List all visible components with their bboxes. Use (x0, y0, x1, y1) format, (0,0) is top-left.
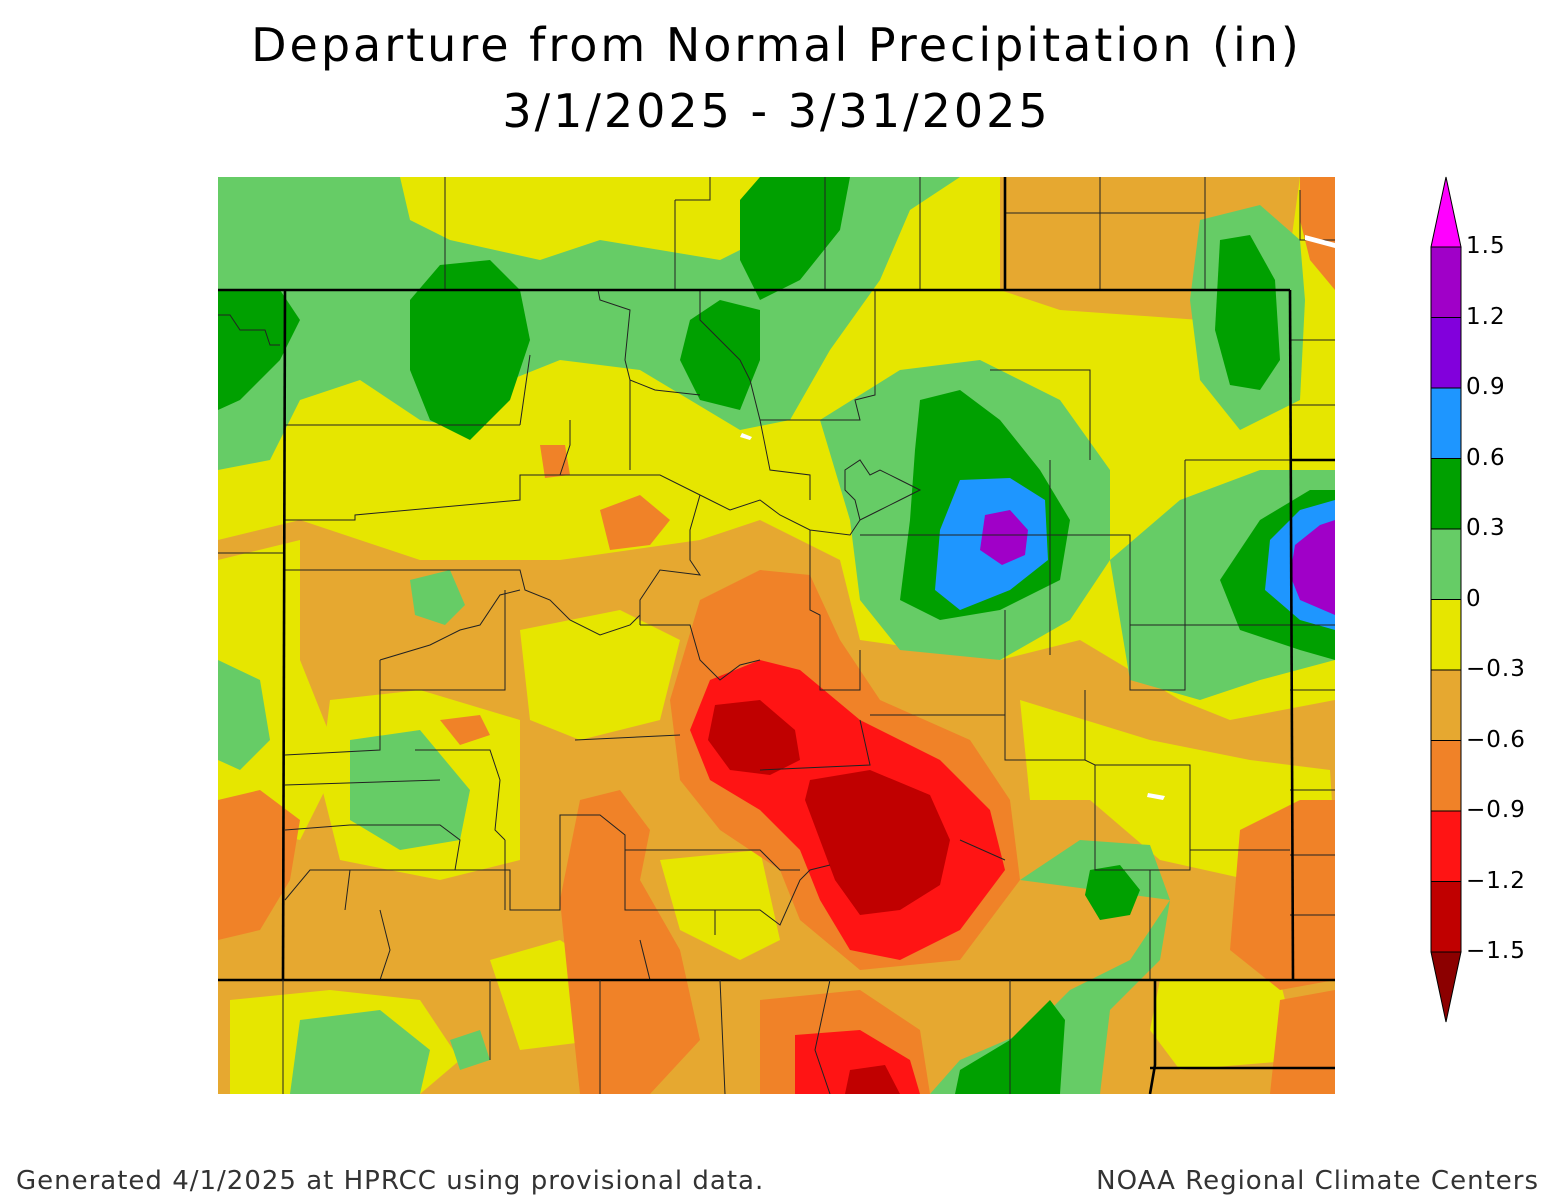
footer-generated-note: Generated 4/1/2025 at HPRCC using provis… (16, 1166, 765, 1196)
legend-tick-label: 0.6 (1466, 444, 1506, 471)
legend-tick-label: 0.3 (1466, 515, 1506, 541)
field-purple-east (1290, 520, 1335, 615)
legend-bin (1430, 458, 1462, 530)
neighbor-boundaries (218, 552, 1011, 1094)
map-date-range: 3/1/2025 - 3/31/2025 (502, 84, 1051, 138)
legend-bin (1430, 599, 1462, 671)
legend-tick-label: 1.5 (1466, 233, 1506, 259)
legend-tick-label: −0.6 (1466, 726, 1526, 753)
map-title: Departure from Normal Precipitation (in) (251, 18, 1302, 72)
legend-bin (1430, 740, 1462, 812)
legend-tick-label: 0 (1466, 585, 1482, 612)
legend-bin-below-min (1430, 951, 1462, 1023)
legend-tick-label: −1.2 (1466, 867, 1526, 894)
legend-tick-label: 0.9 (1466, 374, 1506, 400)
legend-bin-above-max (1430, 176, 1462, 248)
legend-tick-label: 1.2 (1466, 303, 1506, 330)
no-data-fleck (1305, 235, 1335, 248)
legend-bin (1430, 669, 1462, 741)
county-lines (218, 177, 1335, 981)
field-dark-red (708, 700, 950, 1094)
legend-tick-label: −1.5 (1466, 938, 1526, 964)
legend-bin (1430, 528, 1462, 600)
footer-credit: NOAA Regional Climate Centers (1096, 1166, 1539, 1196)
precipitation-departure-map (218, 177, 1335, 1094)
state-borders (218, 177, 1335, 1094)
legend-bin (1430, 317, 1462, 389)
field-purple-east-central (980, 510, 1028, 565)
legend-bin (1430, 810, 1462, 882)
legend-tick-label: −0.9 (1466, 797, 1526, 823)
legend-tick-label: −0.3 (1466, 656, 1526, 682)
no-data-fleck (740, 433, 752, 440)
no-data-fleck (1147, 793, 1165, 800)
legend-bin (1430, 246, 1462, 318)
color-scale-legend (1430, 176, 1462, 1023)
denver-metro-outline (844, 459, 922, 521)
legend-bin (1430, 881, 1462, 953)
legend-bin (1430, 387, 1462, 459)
